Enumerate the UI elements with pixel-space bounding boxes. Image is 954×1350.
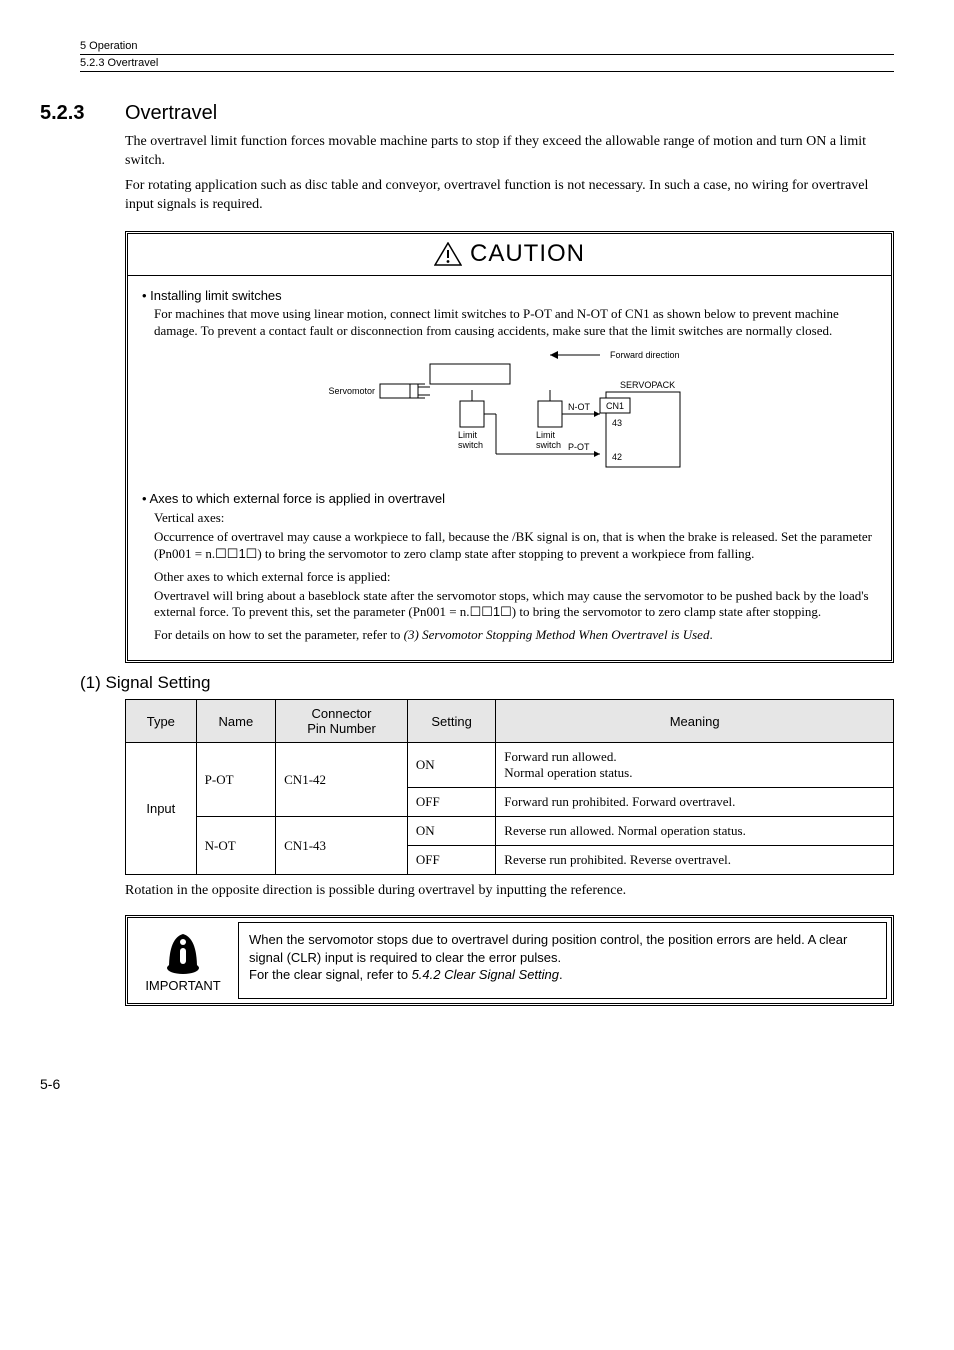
caution-item2-head: Axes to which external force is applied …: [142, 491, 877, 508]
diagram-servomotor-label: Servomotor: [328, 386, 375, 396]
svg-text:switch: switch: [458, 440, 483, 450]
signal-note: Rotation in the opposite direction is po…: [125, 883, 894, 899]
cell-meaning: Forward run allowed.Normal operation sta…: [496, 743, 894, 788]
section-heading: 5.2.3 Overtravel: [80, 102, 894, 125]
diagram-pin42: 42: [612, 452, 622, 462]
caution-header: CAUTION: [128, 234, 891, 276]
important-left: IMPORTANT: [128, 918, 238, 1003]
table-row: Input P-OT CN1-42 ON Forward run allowed…: [126, 743, 894, 788]
important-label: IMPORTANT: [145, 978, 220, 993]
cell-name: P-OT: [196, 743, 276, 817]
param-squares-2: ☐☐1☐: [470, 604, 512, 619]
important-xref: 5.4.2 Clear Signal Setting: [412, 967, 559, 982]
col-setting: Setting: [407, 700, 495, 743]
cell-setting: ON: [407, 817, 495, 846]
important-box: IMPORTANT When the servomotor stops due …: [125, 915, 894, 1006]
cell-pin: CN1-42: [276, 743, 408, 817]
cell-pin: CN1-43: [276, 817, 408, 875]
caution-box: CAUTION Installing limit switches For ma…: [125, 231, 894, 664]
cell-meaning: Forward run prohibited. Forward overtrav…: [496, 788, 894, 817]
col-meaning: Meaning: [496, 700, 894, 743]
section-para1: The overtravel limit function forces mov…: [125, 133, 894, 171]
cell-setting: ON: [407, 743, 495, 788]
cell-type: Input: [126, 743, 197, 875]
diagram-pin43: 43: [612, 418, 622, 428]
col-pin: ConnectorPin Number: [276, 700, 408, 743]
diagram-cn1-label: CN1: [606, 401, 624, 411]
caution-body: Installing limit switches For machines t…: [128, 276, 891, 661]
important-text: When the servomotor stops due to overtra…: [238, 922, 887, 999]
caution-item2-p2: Other axes to which external force is ap…: [154, 569, 877, 586]
page-number: 5-6: [40, 1076, 894, 1092]
section-para2: For rotating application such as disc ta…: [125, 177, 894, 215]
header-line2: 5.2.3 Overtravel: [80, 54, 894, 69]
col-type: Type: [126, 700, 197, 743]
svg-text:switch: switch: [536, 440, 561, 450]
section-number: 5.2.3: [40, 102, 125, 125]
signal-setting-heading: (1) Signal Setting: [80, 673, 894, 693]
caution-diagram: Forward direction Servomotor Limit: [142, 346, 877, 481]
signal-table: Type Name ConnectorPin Number Setting Me…: [125, 699, 894, 875]
diagram-servopack-label: SERVOPACK: [620, 380, 675, 390]
caution-item2-p3: Overtravel will bring about a baseblock …: [154, 588, 877, 622]
diagram-forward-label: Forward direction: [610, 350, 680, 360]
diagram-not-label: N-OT: [568, 402, 590, 412]
caution-item2-p1: Occurrence of overtravel may cause a wor…: [154, 529, 877, 563]
diagram-limit2-label: Limit: [536, 430, 556, 440]
table-row: N-OT CN1-43 ON Reverse run allowed. Norm…: [126, 817, 894, 846]
cell-name: N-OT: [196, 817, 276, 875]
diagram-limit1-label: Limit: [458, 430, 478, 440]
caution-xref: (3) Servomotor Stopping Method When Over…: [404, 627, 710, 642]
col-name: Name: [196, 700, 276, 743]
caution-label: CAUTION: [470, 240, 585, 268]
cell-setting: OFF: [407, 788, 495, 817]
cell-meaning: Reverse run prohibited. Reverse overtrav…: [496, 846, 894, 875]
diagram-pot-label: P-OT: [568, 442, 590, 452]
caution-item1-text: For machines that move using linear moti…: [154, 306, 877, 340]
important-icon: [159, 928, 207, 976]
caution-item2-sub: Vertical axes:: [154, 510, 877, 527]
section-body: The overtravel limit function forces mov…: [125, 133, 894, 215]
caution-triangle-icon: [434, 242, 462, 266]
caution-item2-p4: For details on how to set the parameter,…: [154, 627, 877, 644]
param-squares-1: ☐☐1☐: [215, 546, 257, 561]
cell-setting: OFF: [407, 846, 495, 875]
cell-meaning: Reverse run allowed. Normal operation st…: [496, 817, 894, 846]
header-line1: 5 Operation: [80, 40, 894, 52]
page-header: 5 Operation 5.2.3 Overtravel: [80, 40, 894, 72]
caution-item1-head: Installing limit switches: [142, 288, 877, 305]
section-title: Overtravel: [125, 102, 217, 125]
